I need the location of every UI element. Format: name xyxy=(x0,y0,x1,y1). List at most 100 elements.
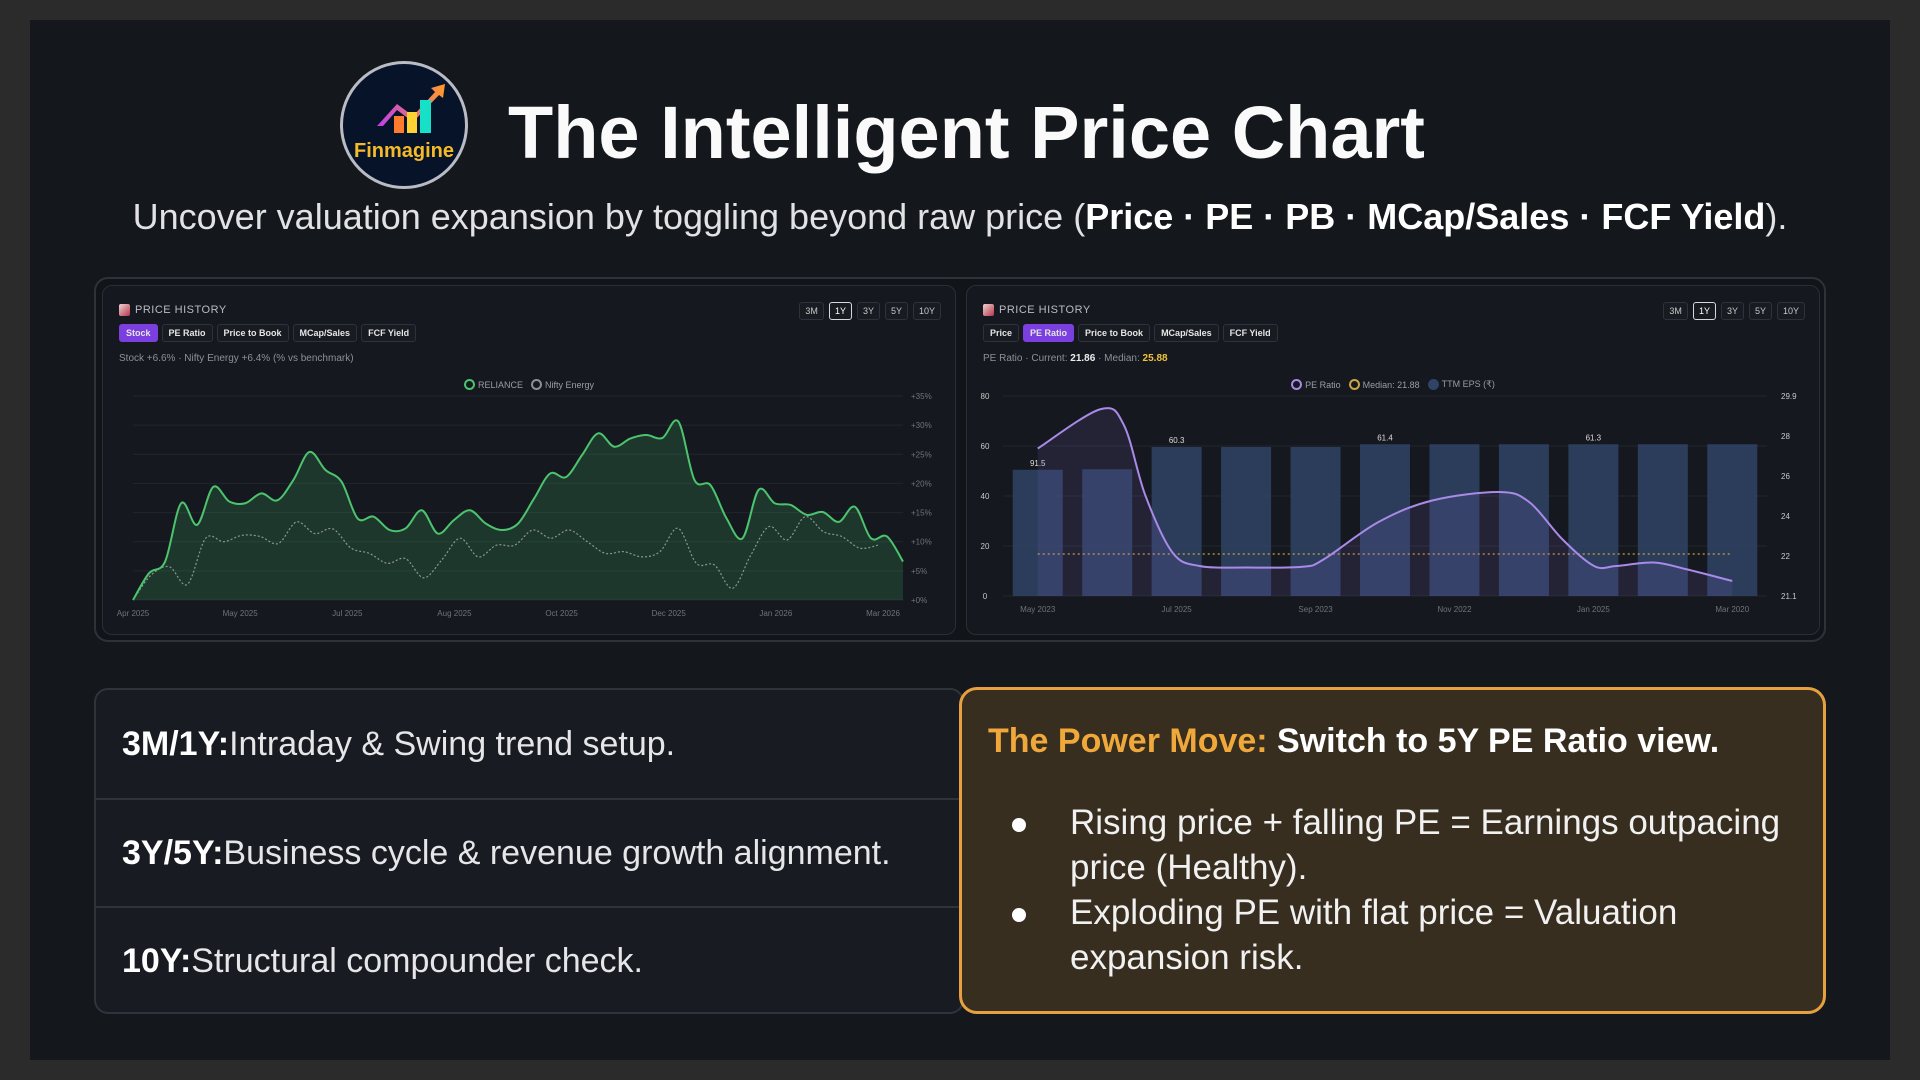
timeframe-buttons: 3M 1Y 3Y 5Y 10Y xyxy=(1663,302,1805,320)
bullet-item: Exploding PE with flat price = Valuation… xyxy=(988,890,1803,980)
tip-text: Intraday & Swing trend setup. xyxy=(229,724,676,763)
power-move-label: The Power Move: xyxy=(988,722,1268,760)
metric-tab[interactable]: Price to Book xyxy=(216,324,289,342)
timeframe-button[interactable]: 1Y xyxy=(828,302,852,320)
metric-tab[interactable]: FCF Yield xyxy=(1222,324,1278,342)
y-tick-label-left: 20 xyxy=(981,542,990,551)
price-history-panel-stock: PRICE HISTORY Stock PE Ratio Price to Book… xyxy=(102,285,956,635)
tip-label: 10Y: xyxy=(122,941,192,980)
eps-bar xyxy=(1082,469,1133,596)
chart-legend: PE Ratio Median: 21.88 TTM EPS (₹) xyxy=(967,379,1819,390)
y-tick-label: +30% xyxy=(911,421,932,430)
power-move-title: The Power Move: Switch to 5Y PE Ratio vi… xyxy=(988,722,1719,761)
legend-item-reliance[interactable]: RELIANCE xyxy=(463,379,523,390)
legend-circle-icon xyxy=(1348,379,1360,390)
metric-tab[interactable]: FCF Yield xyxy=(361,324,417,342)
legend-item-pe[interactable]: PE Ratio xyxy=(1291,379,1341,390)
tip-row: 3M/1Y: Intraday & Swing trend setup. xyxy=(96,690,962,798)
y-tick-label-right: 29.9 xyxy=(1781,392,1797,401)
eps-bar xyxy=(1151,447,1202,596)
y-tick-label-right: 21.1 xyxy=(1781,592,1797,601)
power-move-text: Switch to 5Y PE Ratio view. xyxy=(1267,722,1720,760)
bar-label: 60.3 xyxy=(1169,436,1185,445)
x-tick-label: Aug 2025 xyxy=(437,609,472,618)
y-tick-label-right: 22 xyxy=(1781,552,1790,561)
y-tick-label: +0% xyxy=(911,596,927,605)
legend-item-eps[interactable]: TTM EPS (₹) xyxy=(1427,379,1495,390)
metric-tab[interactable]: MCap/Sales xyxy=(292,324,358,342)
eps-bar xyxy=(1221,447,1272,596)
pe-summary-label: PE Ratio · Current: xyxy=(983,353,1068,364)
legend-label: RELIANCE xyxy=(477,379,523,390)
subtitle-text: Uncover valuation expansion by toggling … xyxy=(132,196,1086,237)
timeframe-button[interactable]: 3M xyxy=(1663,302,1688,320)
tip-label: 3M/1Y: xyxy=(122,724,230,763)
x-tick-label: Jan 2026 xyxy=(759,609,792,618)
timeframe-button[interactable]: 10Y xyxy=(912,302,941,320)
y-tick-label-left: 60 xyxy=(981,442,990,451)
y-tick-label-right: 26 xyxy=(1781,472,1790,481)
pe-chart: 80 60 40 20 0 29.9 28 26 24 22 21.1 91.5 60.3 61.4 61.… xyxy=(981,392,1798,614)
timeframe-button[interactable]: 10Y xyxy=(1776,302,1805,320)
x-tick-label: Mar 2020 xyxy=(1715,605,1749,614)
timeframe-button[interactable]: 3M xyxy=(799,302,824,320)
eps-bar xyxy=(1429,444,1480,596)
eps-bar xyxy=(1707,444,1758,596)
median-label: · Median: xyxy=(1098,353,1140,364)
timeframe-button[interactable]: 1Y xyxy=(1692,302,1716,320)
timeframe-button[interactable]: 3Y xyxy=(856,302,880,320)
charts-container: PRICE HISTORY Stock PE Ratio Price to Book… xyxy=(94,277,1826,642)
chart-icon xyxy=(119,304,130,316)
timeframe-buttons: 3M 1Y 3Y 5Y 10Y xyxy=(799,302,941,320)
x-tick-label: May 2023 xyxy=(1020,605,1056,614)
logo-text: Finmagine xyxy=(353,140,454,162)
y-tick-label-right: 24 xyxy=(1781,512,1790,521)
y-tick-label: +35% xyxy=(911,392,932,401)
price-chart: +35% +30% +25% +20% +15% +10% +5% +0% Apr 2025 Ma… xyxy=(117,392,932,618)
timeframe-button[interactable]: 3Y xyxy=(1720,302,1744,320)
subtitle-metrics: Price · PE · PB · MCap/Sales · FCF Yield xyxy=(1085,196,1766,237)
metric-tab[interactable]: PE Ratio xyxy=(161,324,213,342)
metric-tab[interactable]: Price xyxy=(983,324,1020,342)
page-title: The Intelligent Price Chart xyxy=(508,91,1425,174)
metric-tab[interactable]: MCap/Sales xyxy=(1154,324,1219,342)
page-subtitle: Uncover valuation expansion by toggling … xyxy=(0,196,1920,238)
x-tick-label: Nov 2022 xyxy=(1437,605,1472,614)
metric-tabs: Stock PE Ratio Price to Book MCap/Sales FCF … xyxy=(119,324,417,342)
y-tick-label-left: 0 xyxy=(983,592,988,601)
tip-label: 3Y/5Y: xyxy=(122,833,224,872)
y-tick-label: +5% xyxy=(911,567,927,576)
metric-tab[interactable]: Price to Book xyxy=(1078,324,1151,342)
x-tick-label: Jul 2025 xyxy=(1162,605,1193,614)
eps-bar xyxy=(1012,469,1063,596)
power-move-bullets: Rising price + falling PE = Earnings out… xyxy=(988,800,1803,980)
legend-item-median[interactable]: Median: 21.88 xyxy=(1348,379,1420,390)
bar-label: 91.5 xyxy=(1030,459,1046,468)
metric-tab[interactable]: PE Ratio xyxy=(1023,324,1075,342)
y-tick-label-left: 80 xyxy=(981,392,990,401)
y-tick-label: +15% xyxy=(911,509,932,518)
x-tick-label: Sep 2023 xyxy=(1298,605,1333,614)
legend-item-nifty-energy[interactable]: Nifty Energy xyxy=(530,379,594,390)
rising-chart-icon xyxy=(377,84,445,133)
power-move-callout: The Power Move: Switch to 5Y PE Ratio vi… xyxy=(959,687,1826,1014)
timeframe-button[interactable]: 5Y xyxy=(884,302,908,320)
pe-median: 25.88 xyxy=(1142,353,1168,364)
x-tick-label: Mar 2026 xyxy=(866,609,900,618)
x-tick-label: Jul 2025 xyxy=(332,609,363,618)
pe-current: 21.86 xyxy=(1070,353,1096,364)
timeframe-button[interactable]: 5Y xyxy=(1748,302,1772,320)
x-tick-label: Jan 2025 xyxy=(1577,605,1610,614)
legend-label: PE Ratio xyxy=(1305,379,1341,390)
tip-text: Structural compounder check. xyxy=(191,941,643,980)
panel-heading: PRICE HISTORY xyxy=(119,304,227,316)
metric-tab[interactable]: Stock xyxy=(119,324,158,342)
pe-summary: PE Ratio · Current: 21.86 · Median: 25.8… xyxy=(983,353,1168,364)
eps-bar xyxy=(1498,444,1549,596)
panel-heading: PRICE HISTORY xyxy=(983,304,1091,316)
performance-summary: Stock +6.6% · Nifty Energy +6.4% (% vs b… xyxy=(119,353,354,364)
y-tick-label: +10% xyxy=(911,538,932,547)
reliance-line xyxy=(132,419,904,601)
eps-bar xyxy=(1290,447,1341,596)
x-tick-label: Apr 2025 xyxy=(117,609,150,618)
